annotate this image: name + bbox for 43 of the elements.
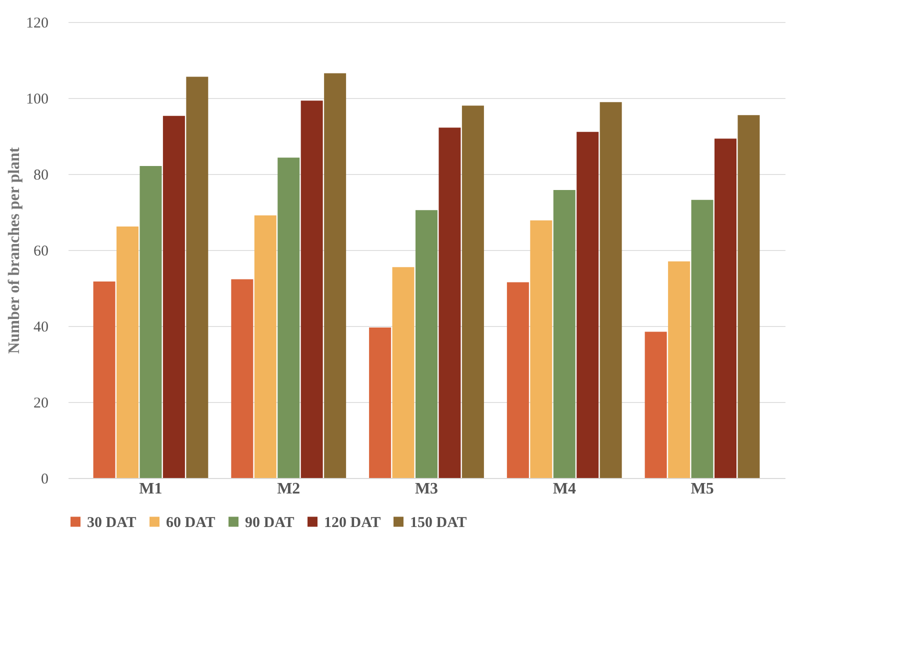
- y-tick-label: 60: [34, 244, 48, 260]
- bar: [254, 215, 276, 478]
- legend-label: 150 DAT: [410, 514, 467, 531]
- bar: [186, 76, 208, 478]
- x-tick-label: M3: [414, 480, 438, 498]
- bar: [416, 210, 438, 478]
- legend-label: 90 DAT: [245, 514, 294, 531]
- bar: [438, 128, 461, 478]
- bar: [644, 332, 667, 478]
- y-tick-label: 80: [34, 168, 48, 184]
- bar: [462, 106, 484, 478]
- x-tick-label: M2: [277, 480, 300, 498]
- x-tick-label: M4: [552, 480, 576, 498]
- bar: [162, 116, 185, 478]
- bar: [576, 132, 599, 478]
- bar: [324, 73, 346, 478]
- bar: [231, 279, 254, 478]
- y-tick-label: 20: [34, 396, 48, 412]
- x-tick-label: M1: [139, 480, 162, 498]
- bar: [278, 158, 300, 478]
- bar: [691, 200, 714, 478]
- bar: [93, 282, 116, 478]
- x-tick-label: M5: [690, 480, 714, 498]
- y-tick-label: 40: [34, 320, 48, 336]
- legend-label: 60 DAT: [166, 514, 216, 531]
- bar: [668, 261, 690, 478]
- y-tick-label: 100: [26, 92, 48, 108]
- bar: [116, 226, 139, 478]
- legend-label: 30 DAT: [87, 514, 136, 531]
- bar: [714, 138, 736, 478]
- bar: [530, 220, 552, 478]
- bar: [553, 190, 576, 478]
- y-tick-label: 0: [41, 472, 48, 488]
- y-tick-label: 120: [26, 16, 48, 32]
- bar: [369, 328, 392, 478]
- bar: [392, 267, 414, 478]
- bar: [600, 102, 622, 478]
- y-axis-title: Number of branches per plant: [6, 146, 23, 354]
- bar: [300, 100, 323, 478]
- bar: [738, 115, 760, 478]
- legend-label: 120 DAT: [324, 514, 381, 531]
- bar: [140, 166, 162, 478]
- bar: [506, 282, 529, 478]
